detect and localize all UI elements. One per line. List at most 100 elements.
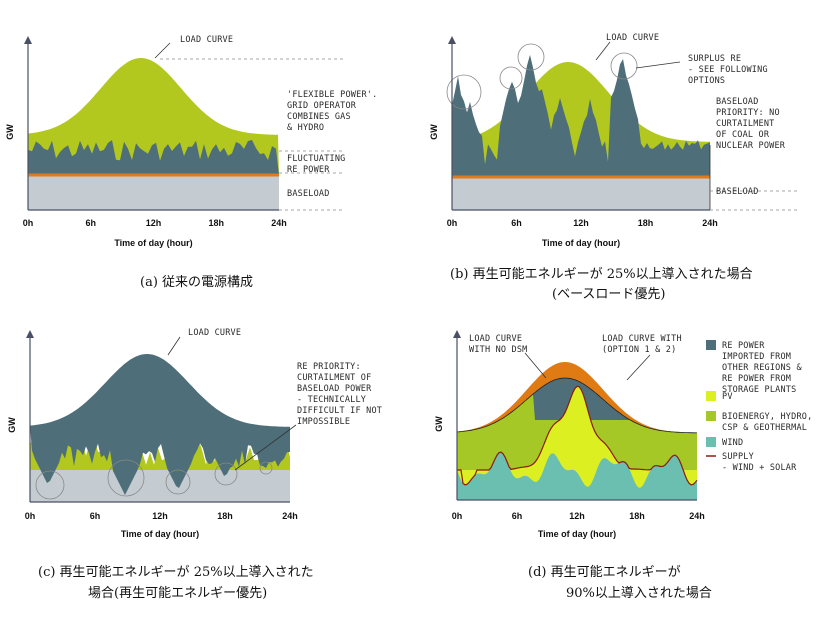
surplus-circle bbox=[499, 66, 523, 90]
re-priority-label-1: CURTAILMENT OF bbox=[297, 373, 371, 383]
x-tick-label: 0h bbox=[447, 218, 458, 228]
curtail-circle bbox=[214, 462, 238, 486]
baseload-area bbox=[30, 470, 290, 502]
x-tick-label: 12h bbox=[573, 218, 589, 228]
legend-label-0-1: IMPORTED FROM bbox=[722, 352, 791, 362]
panel-a: LOAD CURVE 'FLEXIBLE POWER'.GRID OPERATOR… bbox=[5, 35, 377, 290]
re-priority-label-5: IMPOSSIBLE bbox=[297, 417, 350, 427]
x-tick-label: 6h bbox=[90, 511, 101, 521]
y-axis-arrow bbox=[453, 330, 461, 338]
load-pointer bbox=[154, 42, 171, 59]
re-priority-label-2: BASELOAD POWER bbox=[297, 384, 372, 394]
load-pointer bbox=[595, 41, 611, 61]
caption-c-0: (c) 再生可能エネルギーが 25%以上導入された bbox=[38, 565, 314, 580]
x-tick-label: 0h bbox=[23, 218, 34, 228]
x-axis-label: Time of day (hour) bbox=[121, 529, 199, 539]
supply-line bbox=[457, 385, 698, 486]
with-option-label-1: (OPTION 1 & 2) bbox=[602, 345, 676, 355]
x-tick-label: 12h bbox=[146, 218, 162, 228]
legend-swatch-3 bbox=[706, 437, 716, 447]
x-axis-label: Time of day (hour) bbox=[114, 238, 192, 248]
x-tick-label: 12h bbox=[569, 511, 585, 521]
surplus-pointer bbox=[635, 61, 681, 69]
surplus-circle bbox=[446, 74, 482, 110]
surplus-label-1: - SEE FOLLOWING bbox=[688, 65, 768, 75]
re-priority-label-4: DIFFICULT IF NOT bbox=[297, 406, 382, 416]
x-axis-label: Time of day (hour) bbox=[538, 529, 616, 539]
baseload-area bbox=[452, 177, 710, 210]
y-axis-arrow bbox=[26, 330, 34, 338]
x-tick-label: 0h bbox=[25, 511, 36, 521]
load-pointer bbox=[167, 336, 181, 356]
load-curve-label: LOAD CURVE bbox=[180, 35, 233, 45]
fluctuating-label-0: FLUCTUATING bbox=[287, 154, 346, 164]
baseload-label: BASELOAD bbox=[716, 187, 759, 197]
x-tick-label: 24h bbox=[271, 218, 287, 228]
flexible-label-1: GRID OPERATOR bbox=[287, 101, 357, 111]
legend-label-0-4: STORAGE PLANTS bbox=[722, 385, 796, 395]
legend-label-0-2: OTHER REGIONS & bbox=[722, 363, 802, 373]
y-axis-label: GW bbox=[5, 124, 15, 140]
surplus-circle bbox=[610, 52, 638, 80]
y-axis-arrow bbox=[24, 36, 32, 44]
flexible-label-3: & HYDRO bbox=[287, 123, 324, 133]
baseload-area bbox=[28, 175, 279, 210]
legend-swatch-0 bbox=[706, 340, 716, 350]
x-tick-label: 18h bbox=[217, 511, 233, 521]
x-tick-label: 0h bbox=[452, 511, 463, 521]
no-dsm-label-0: LOAD CURVE bbox=[469, 334, 522, 344]
flexible-label-2: COMBINES GAS bbox=[287, 112, 351, 122]
surplus-label-0: SURPLUS RE bbox=[688, 54, 741, 64]
caption-c-1: 場合(再生可能エネルギー優先) bbox=[88, 586, 267, 601]
surplus-circle bbox=[517, 43, 545, 71]
legend-swatch-2 bbox=[706, 411, 716, 421]
priority-label-1: PRIORITY: NO bbox=[716, 108, 780, 118]
legend-swatch-1 bbox=[706, 391, 716, 401]
legend-label-4-1: - WIND + SOLAR bbox=[722, 463, 797, 473]
x-tick-label: 6h bbox=[511, 218, 522, 228]
with-option-pointer bbox=[626, 354, 651, 381]
re-power-area bbox=[30, 354, 290, 495]
x-tick-label: 12h bbox=[152, 511, 168, 521]
load-curve-label: LOAD CURVE bbox=[606, 33, 659, 43]
pv-area bbox=[457, 386, 697, 500]
curtail-circle bbox=[259, 461, 273, 475]
re-priority-label-0: RE PRIORITY: bbox=[297, 362, 361, 372]
y-axis-arrow bbox=[448, 36, 456, 44]
flexible-label-0: 'FLEXIBLE POWER'. bbox=[287, 90, 377, 100]
legend-label-2-0: BIOENERGY, HYDRO, bbox=[722, 412, 812, 422]
x-axis-label: Time of day (hour) bbox=[542, 238, 620, 248]
priority-label-2: CURTAILMENT bbox=[716, 119, 775, 129]
priority-label-3: OF COAL OR bbox=[716, 130, 770, 140]
y-axis-label: GW bbox=[434, 416, 444, 432]
load-with-option-line bbox=[456, 377, 698, 434]
x-tick-label: 18h bbox=[208, 218, 224, 228]
load-curve-label: LOAD CURVE bbox=[188, 328, 241, 338]
curtail-circle bbox=[35, 470, 65, 500]
curtail-circle bbox=[107, 459, 145, 497]
re-power-area bbox=[28, 140, 279, 175]
no-dsm-label-1: WITH NO DSM bbox=[469, 345, 528, 355]
panel-b: LOAD CURVE SURPLUS RE- SEE FOLLOWINGOPTIO… bbox=[429, 33, 800, 302]
y-axis-label: GW bbox=[7, 417, 17, 433]
x-tick-label: 24h bbox=[702, 218, 718, 228]
x-tick-label: 24h bbox=[689, 511, 705, 521]
legend-label-3-0: WIND bbox=[722, 438, 743, 448]
legend-label-2-1: CSP & GEOTHERMAL bbox=[722, 423, 807, 433]
with-option-label-0: LOAD CURVE WITH bbox=[602, 334, 682, 344]
caption-a: (a) 従来の電源構成 bbox=[140, 275, 253, 290]
x-tick-label: 24h bbox=[282, 511, 298, 521]
legend-label-4-0: SUPPLY bbox=[722, 452, 754, 462]
no-dsm-pointer bbox=[524, 352, 547, 379]
priority-label-0: BASELOAD bbox=[716, 97, 759, 107]
fluctuating-label-1: RE POWER bbox=[287, 165, 330, 175]
baseload-label: BASELOAD bbox=[287, 189, 330, 199]
curtail-circle bbox=[165, 469, 191, 495]
legend-label-0-3: RE POWER FROM bbox=[722, 374, 791, 384]
priority-pointer bbox=[234, 424, 297, 471]
x-tick-label: 6h bbox=[85, 218, 96, 228]
wind-area bbox=[457, 452, 697, 500]
caption-d-0: (d) 再生可能エネルギーが bbox=[528, 565, 681, 580]
